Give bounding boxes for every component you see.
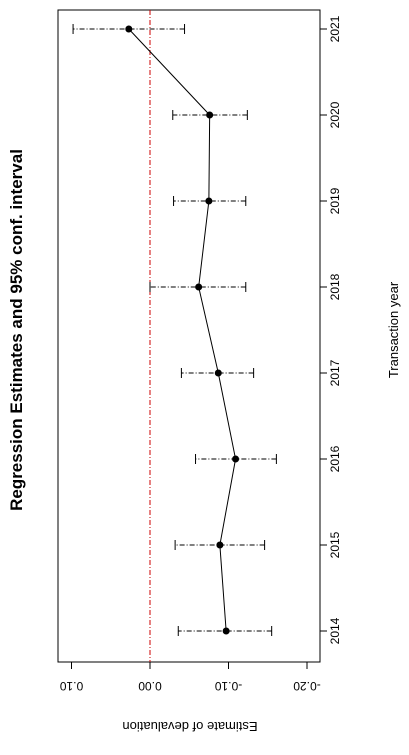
x-axis-label: Transaction year [386, 281, 401, 378]
estimate-point [232, 455, 240, 463]
x-tick-label: 2021 [328, 15, 342, 42]
estimate-line [128, 28, 237, 632]
y-axis-label: Estimate of devaluation [122, 719, 257, 734]
estimate-point [125, 25, 133, 33]
x-tick-label: 2020 [328, 101, 342, 128]
y-tick-label: 0.10 [59, 679, 83, 693]
y-tick-label: -0.20 [293, 679, 321, 693]
y-tick-label: 0.00 [138, 679, 162, 693]
x-tick-label: 2019 [328, 187, 342, 214]
x-tick-label: 2018 [328, 273, 342, 300]
plot-frame [57, 9, 321, 663]
x-tick-label: 2017 [328, 359, 342, 386]
plot-layer: 0.10 0.00 -0.10 -0.20 2014 2015 2016 2017 2018 20… [57, 9, 342, 693]
estimate-point [195, 283, 203, 291]
x-tick-label: 2014 [328, 617, 342, 644]
estimate-point [222, 627, 230, 635]
x-tick-label: 2015 [328, 531, 342, 558]
chart-title: Regression Estimates and 95% conf. inter… [7, 149, 26, 511]
x-tick-label: 2016 [328, 445, 342, 472]
estimate-point [205, 197, 213, 205]
estimate-point [206, 111, 214, 119]
y-tick-label: -0.10 [215, 679, 243, 693]
estimate-point [216, 541, 224, 549]
estimate-point [214, 369, 222, 377]
